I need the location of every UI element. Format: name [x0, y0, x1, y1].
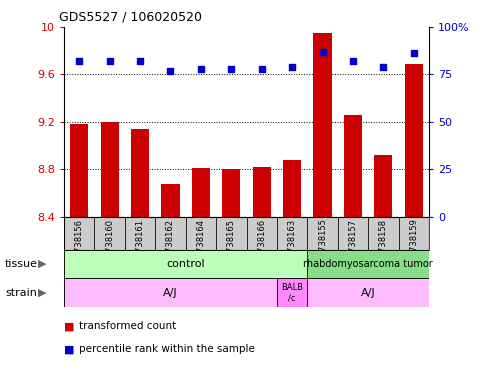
Bar [314, 33, 332, 217]
Bar [307, 250, 429, 278]
Point [380, 64, 387, 70]
Bar [405, 64, 423, 217]
Bar [64, 278, 429, 307]
Bar [186, 217, 216, 250]
Bar [64, 278, 277, 307]
Text: GSM738166: GSM738166 [257, 218, 266, 270]
Text: GSM738155: GSM738155 [318, 218, 327, 270]
Text: control: control [166, 259, 205, 269]
Bar [95, 217, 125, 250]
Bar [374, 155, 392, 217]
Bar [398, 217, 429, 250]
Point [75, 58, 83, 64]
Text: GSM738159: GSM738159 [409, 218, 418, 270]
Bar [155, 217, 186, 250]
Text: GDS5527 / 106020520: GDS5527 / 106020520 [59, 10, 202, 23]
Text: GSM738162: GSM738162 [166, 218, 175, 270]
Text: rhabdomyosarcoma tumor: rhabdomyosarcoma tumor [303, 259, 433, 269]
Point [318, 48, 326, 55]
Text: GSM738157: GSM738157 [349, 218, 357, 270]
Bar [277, 278, 307, 307]
Point [136, 58, 144, 64]
Text: GSM738156: GSM738156 [75, 218, 84, 270]
Bar [192, 168, 210, 217]
Text: tissue: tissue [5, 259, 38, 269]
Bar [338, 217, 368, 250]
Bar [368, 217, 398, 250]
Bar [64, 217, 429, 250]
Text: strain: strain [5, 288, 37, 298]
Bar [101, 122, 119, 217]
Text: ■: ■ [64, 344, 74, 354]
Text: ▶: ▶ [37, 259, 46, 269]
Point [410, 50, 418, 56]
Bar [222, 169, 241, 217]
Bar [252, 167, 271, 217]
Point [197, 66, 205, 72]
Text: ■: ■ [64, 321, 74, 331]
Bar [283, 160, 301, 217]
Point [288, 64, 296, 70]
Text: percentile rank within the sample: percentile rank within the sample [79, 344, 255, 354]
Bar [277, 217, 307, 250]
Bar [125, 217, 155, 250]
Text: transformed count: transformed count [79, 321, 176, 331]
Text: A/J: A/J [361, 288, 375, 298]
Text: GSM738165: GSM738165 [227, 218, 236, 270]
Text: ▶: ▶ [37, 288, 46, 298]
Bar [64, 250, 307, 278]
Point [167, 68, 175, 74]
Bar [131, 129, 149, 217]
Bar [344, 115, 362, 217]
Bar [0, 383, 8, 384]
Bar [70, 124, 88, 217]
Bar [64, 250, 429, 278]
Bar [246, 217, 277, 250]
Point [106, 58, 113, 64]
Bar [64, 217, 95, 250]
Text: A/J: A/J [163, 288, 178, 298]
Text: GSM738163: GSM738163 [287, 218, 297, 270]
Bar [307, 217, 338, 250]
Point [258, 66, 266, 72]
Bar [216, 217, 246, 250]
Bar [307, 278, 429, 307]
Text: GSM738161: GSM738161 [136, 218, 144, 270]
Bar [161, 184, 179, 217]
Text: GSM738160: GSM738160 [105, 218, 114, 270]
Text: GSM738164: GSM738164 [196, 218, 206, 270]
Point [227, 66, 235, 72]
Point [349, 58, 357, 64]
Text: GSM738158: GSM738158 [379, 218, 388, 270]
Text: BALB
/c: BALB /c [281, 283, 303, 303]
